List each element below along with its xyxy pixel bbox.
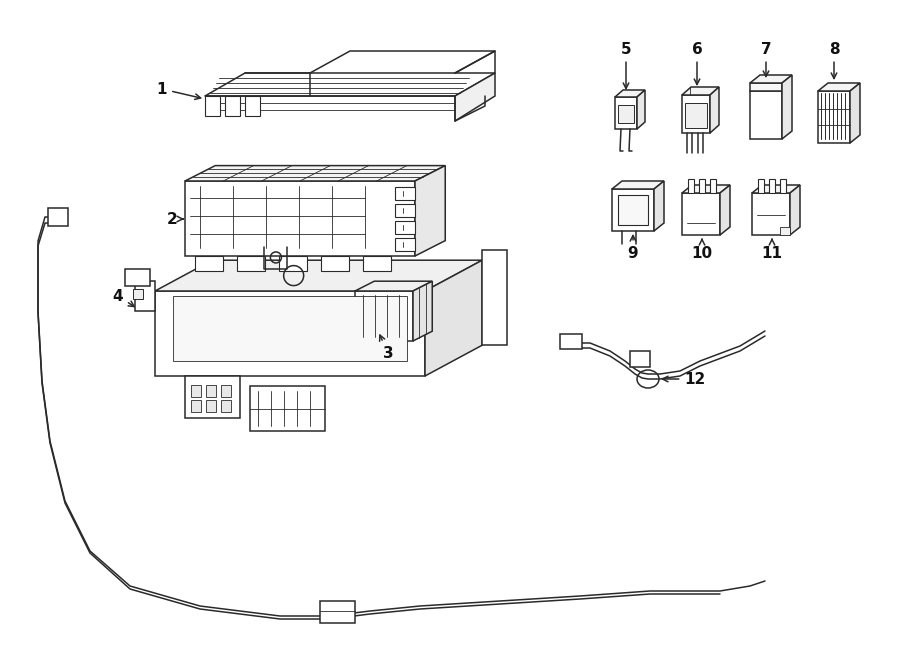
Polygon shape <box>320 601 355 623</box>
Polygon shape <box>415 166 446 256</box>
Polygon shape <box>205 96 220 116</box>
Polygon shape <box>185 181 415 256</box>
Polygon shape <box>185 166 446 181</box>
Text: 2: 2 <box>166 212 184 227</box>
Polygon shape <box>173 296 407 361</box>
Polygon shape <box>758 179 764 193</box>
Polygon shape <box>750 75 792 83</box>
Polygon shape <box>682 87 719 95</box>
Polygon shape <box>850 83 860 143</box>
Polygon shape <box>780 179 786 193</box>
Polygon shape <box>615 90 645 97</box>
Text: 8: 8 <box>829 42 840 79</box>
Polygon shape <box>237 256 265 271</box>
Polygon shape <box>395 221 415 234</box>
Polygon shape <box>395 238 415 251</box>
Polygon shape <box>612 189 654 231</box>
Polygon shape <box>185 376 240 418</box>
Polygon shape <box>363 256 391 271</box>
Polygon shape <box>355 281 432 291</box>
Polygon shape <box>752 193 790 235</box>
Polygon shape <box>191 385 201 397</box>
Polygon shape <box>818 91 850 143</box>
Polygon shape <box>245 96 260 116</box>
Text: 4: 4 <box>112 288 134 307</box>
Polygon shape <box>155 291 425 376</box>
Polygon shape <box>750 83 782 91</box>
Text: 6: 6 <box>691 42 702 85</box>
Polygon shape <box>250 386 325 431</box>
Polygon shape <box>413 281 432 341</box>
Polygon shape <box>654 181 664 231</box>
Polygon shape <box>191 400 201 412</box>
Polygon shape <box>682 95 710 133</box>
Polygon shape <box>618 195 648 225</box>
Text: 10: 10 <box>691 239 713 260</box>
Polygon shape <box>750 91 782 139</box>
Polygon shape <box>752 185 800 193</box>
Polygon shape <box>637 90 645 129</box>
Polygon shape <box>482 251 508 345</box>
Polygon shape <box>688 179 694 193</box>
Polygon shape <box>155 260 482 291</box>
Polygon shape <box>455 73 495 121</box>
Polygon shape <box>221 400 231 412</box>
Polygon shape <box>699 179 705 193</box>
Text: 7: 7 <box>760 42 771 77</box>
Polygon shape <box>321 256 349 271</box>
Polygon shape <box>612 181 664 189</box>
Polygon shape <box>206 385 216 397</box>
Text: 12: 12 <box>662 371 706 387</box>
Polygon shape <box>195 256 223 271</box>
Polygon shape <box>630 351 650 367</box>
Polygon shape <box>395 187 415 200</box>
Polygon shape <box>710 179 716 193</box>
Polygon shape <box>425 260 482 376</box>
Polygon shape <box>48 208 68 226</box>
Polygon shape <box>720 185 730 235</box>
Polygon shape <box>355 291 413 341</box>
Polygon shape <box>685 103 707 128</box>
Text: 1: 1 <box>157 81 201 99</box>
Text: 5: 5 <box>621 42 631 89</box>
Text: 11: 11 <box>761 239 782 260</box>
Polygon shape <box>395 204 415 217</box>
Polygon shape <box>682 193 720 235</box>
Polygon shape <box>125 269 150 286</box>
Polygon shape <box>818 83 860 91</box>
Text: 3: 3 <box>380 335 393 360</box>
Polygon shape <box>682 185 730 193</box>
Polygon shape <box>780 227 790 235</box>
Polygon shape <box>790 185 800 235</box>
Polygon shape <box>560 334 582 349</box>
Polygon shape <box>279 256 307 271</box>
Polygon shape <box>782 75 792 139</box>
Polygon shape <box>769 179 775 193</box>
Polygon shape <box>710 87 719 133</box>
Text: 9: 9 <box>627 235 638 260</box>
Polygon shape <box>615 97 637 129</box>
Polygon shape <box>221 385 231 397</box>
Polygon shape <box>135 281 155 311</box>
Polygon shape <box>618 105 634 123</box>
Polygon shape <box>206 400 216 412</box>
Polygon shape <box>205 73 495 96</box>
Polygon shape <box>225 96 240 116</box>
Polygon shape <box>133 289 143 299</box>
